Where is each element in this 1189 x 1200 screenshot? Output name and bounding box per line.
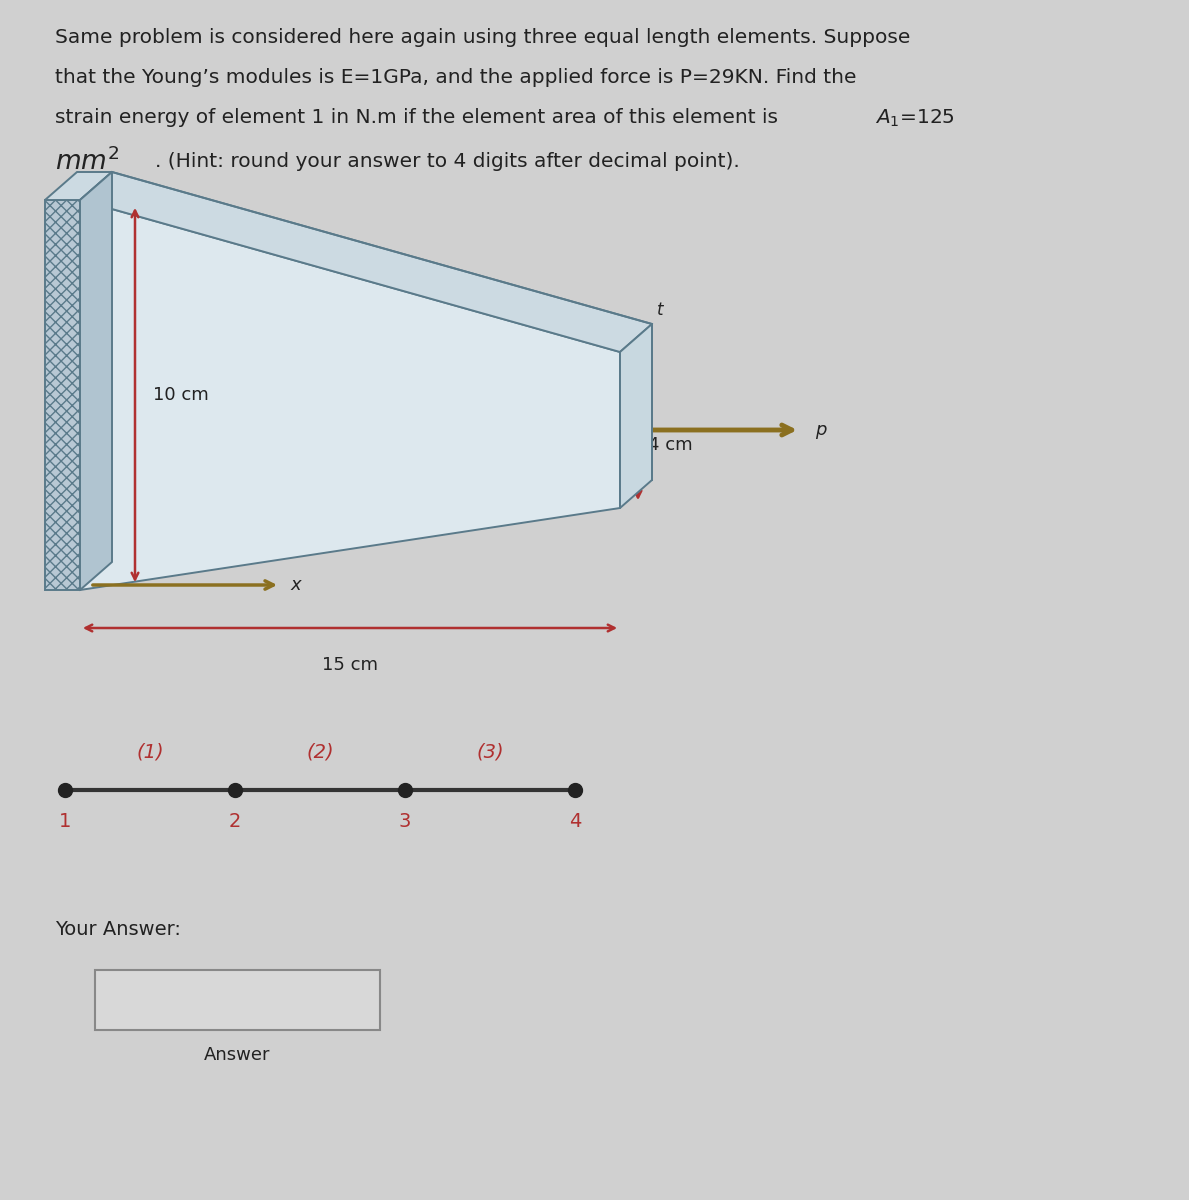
Text: $mm^2$: $mm^2$ [55,148,120,176]
Text: (1): (1) [137,743,164,762]
Text: t: t [658,301,663,319]
Text: 15 cm: 15 cm [322,656,378,674]
Text: $A_1$=125: $A_1$=125 [875,108,955,130]
Text: 3: 3 [398,812,411,830]
Text: 4 cm: 4 cm [648,436,693,454]
Text: Answer: Answer [205,1046,271,1064]
Text: x: x [290,576,301,594]
Polygon shape [80,172,652,352]
Polygon shape [45,172,112,200]
Text: p: p [814,421,826,439]
Polygon shape [80,172,112,590]
Text: 10 cm: 10 cm [153,386,209,404]
Polygon shape [80,200,619,590]
Text: 1: 1 [58,812,71,830]
Text: (3): (3) [476,743,504,762]
Text: strain energy of element 1 in N.m if the element area of this element is: strain energy of element 1 in N.m if the… [55,108,785,127]
Text: 4: 4 [568,812,581,830]
Text: that the Young’s modules is E=1GPa, and the applied force is P=29KN. Find the: that the Young’s modules is E=1GPa, and … [55,68,856,86]
Bar [95,970,380,1030]
Polygon shape [45,200,80,590]
Text: Same problem is considered here again using three equal length elements. Suppose: Same problem is considered here again us… [55,28,911,47]
Text: . (Hint: round your answer to 4 digits after decimal point).: . (Hint: round your answer to 4 digits a… [155,152,740,170]
Polygon shape [619,324,652,508]
Text: Your Answer:: Your Answer: [55,920,181,938]
Text: 2: 2 [228,812,241,830]
Text: (2): (2) [307,743,334,762]
